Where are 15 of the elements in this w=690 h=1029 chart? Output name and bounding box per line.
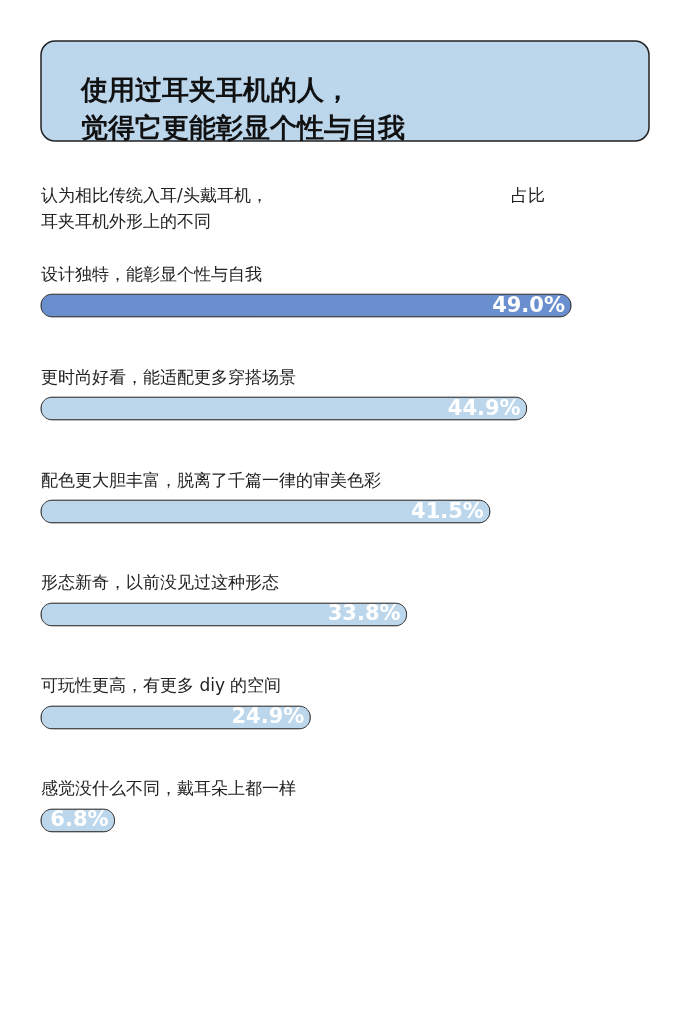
y-tick-label: 感觉没什么不同，戴耳朵上都一样 (41, 778, 296, 799)
data-label: 24.9% (231, 704, 305, 729)
y-tick-label: 更时尚好看，能适配更多穿搭场景 (41, 366, 296, 387)
data-label: 49.0% (492, 292, 565, 317)
y-tick-label: 可玩性更高，有更多 diy 的空间 (41, 675, 282, 696)
annotation: 认为相比传统入耳/头戴耳机，耳夹耳机外形上的不同 (41, 185, 268, 231)
y-tick-label: 配色更大胆丰富，脱离了千篇一律的审美色彩 (41, 469, 381, 490)
data-label: 41.5% (411, 498, 484, 523)
y-tick-label: 设计独特，能彰显个性与自我 (41, 263, 262, 284)
data-label: 33.8% (327, 601, 401, 626)
data-label: 44.9% (447, 395, 521, 420)
text: 占比 (511, 185, 545, 205)
data-label: 6.8% (50, 807, 109, 832)
chart-title: 使用过耳夹耳机的人，觉得它更能彰显个性与自我 (80, 74, 405, 143)
y-tick-label: 形态新奇，以前没见过这种形态 (41, 572, 279, 593)
